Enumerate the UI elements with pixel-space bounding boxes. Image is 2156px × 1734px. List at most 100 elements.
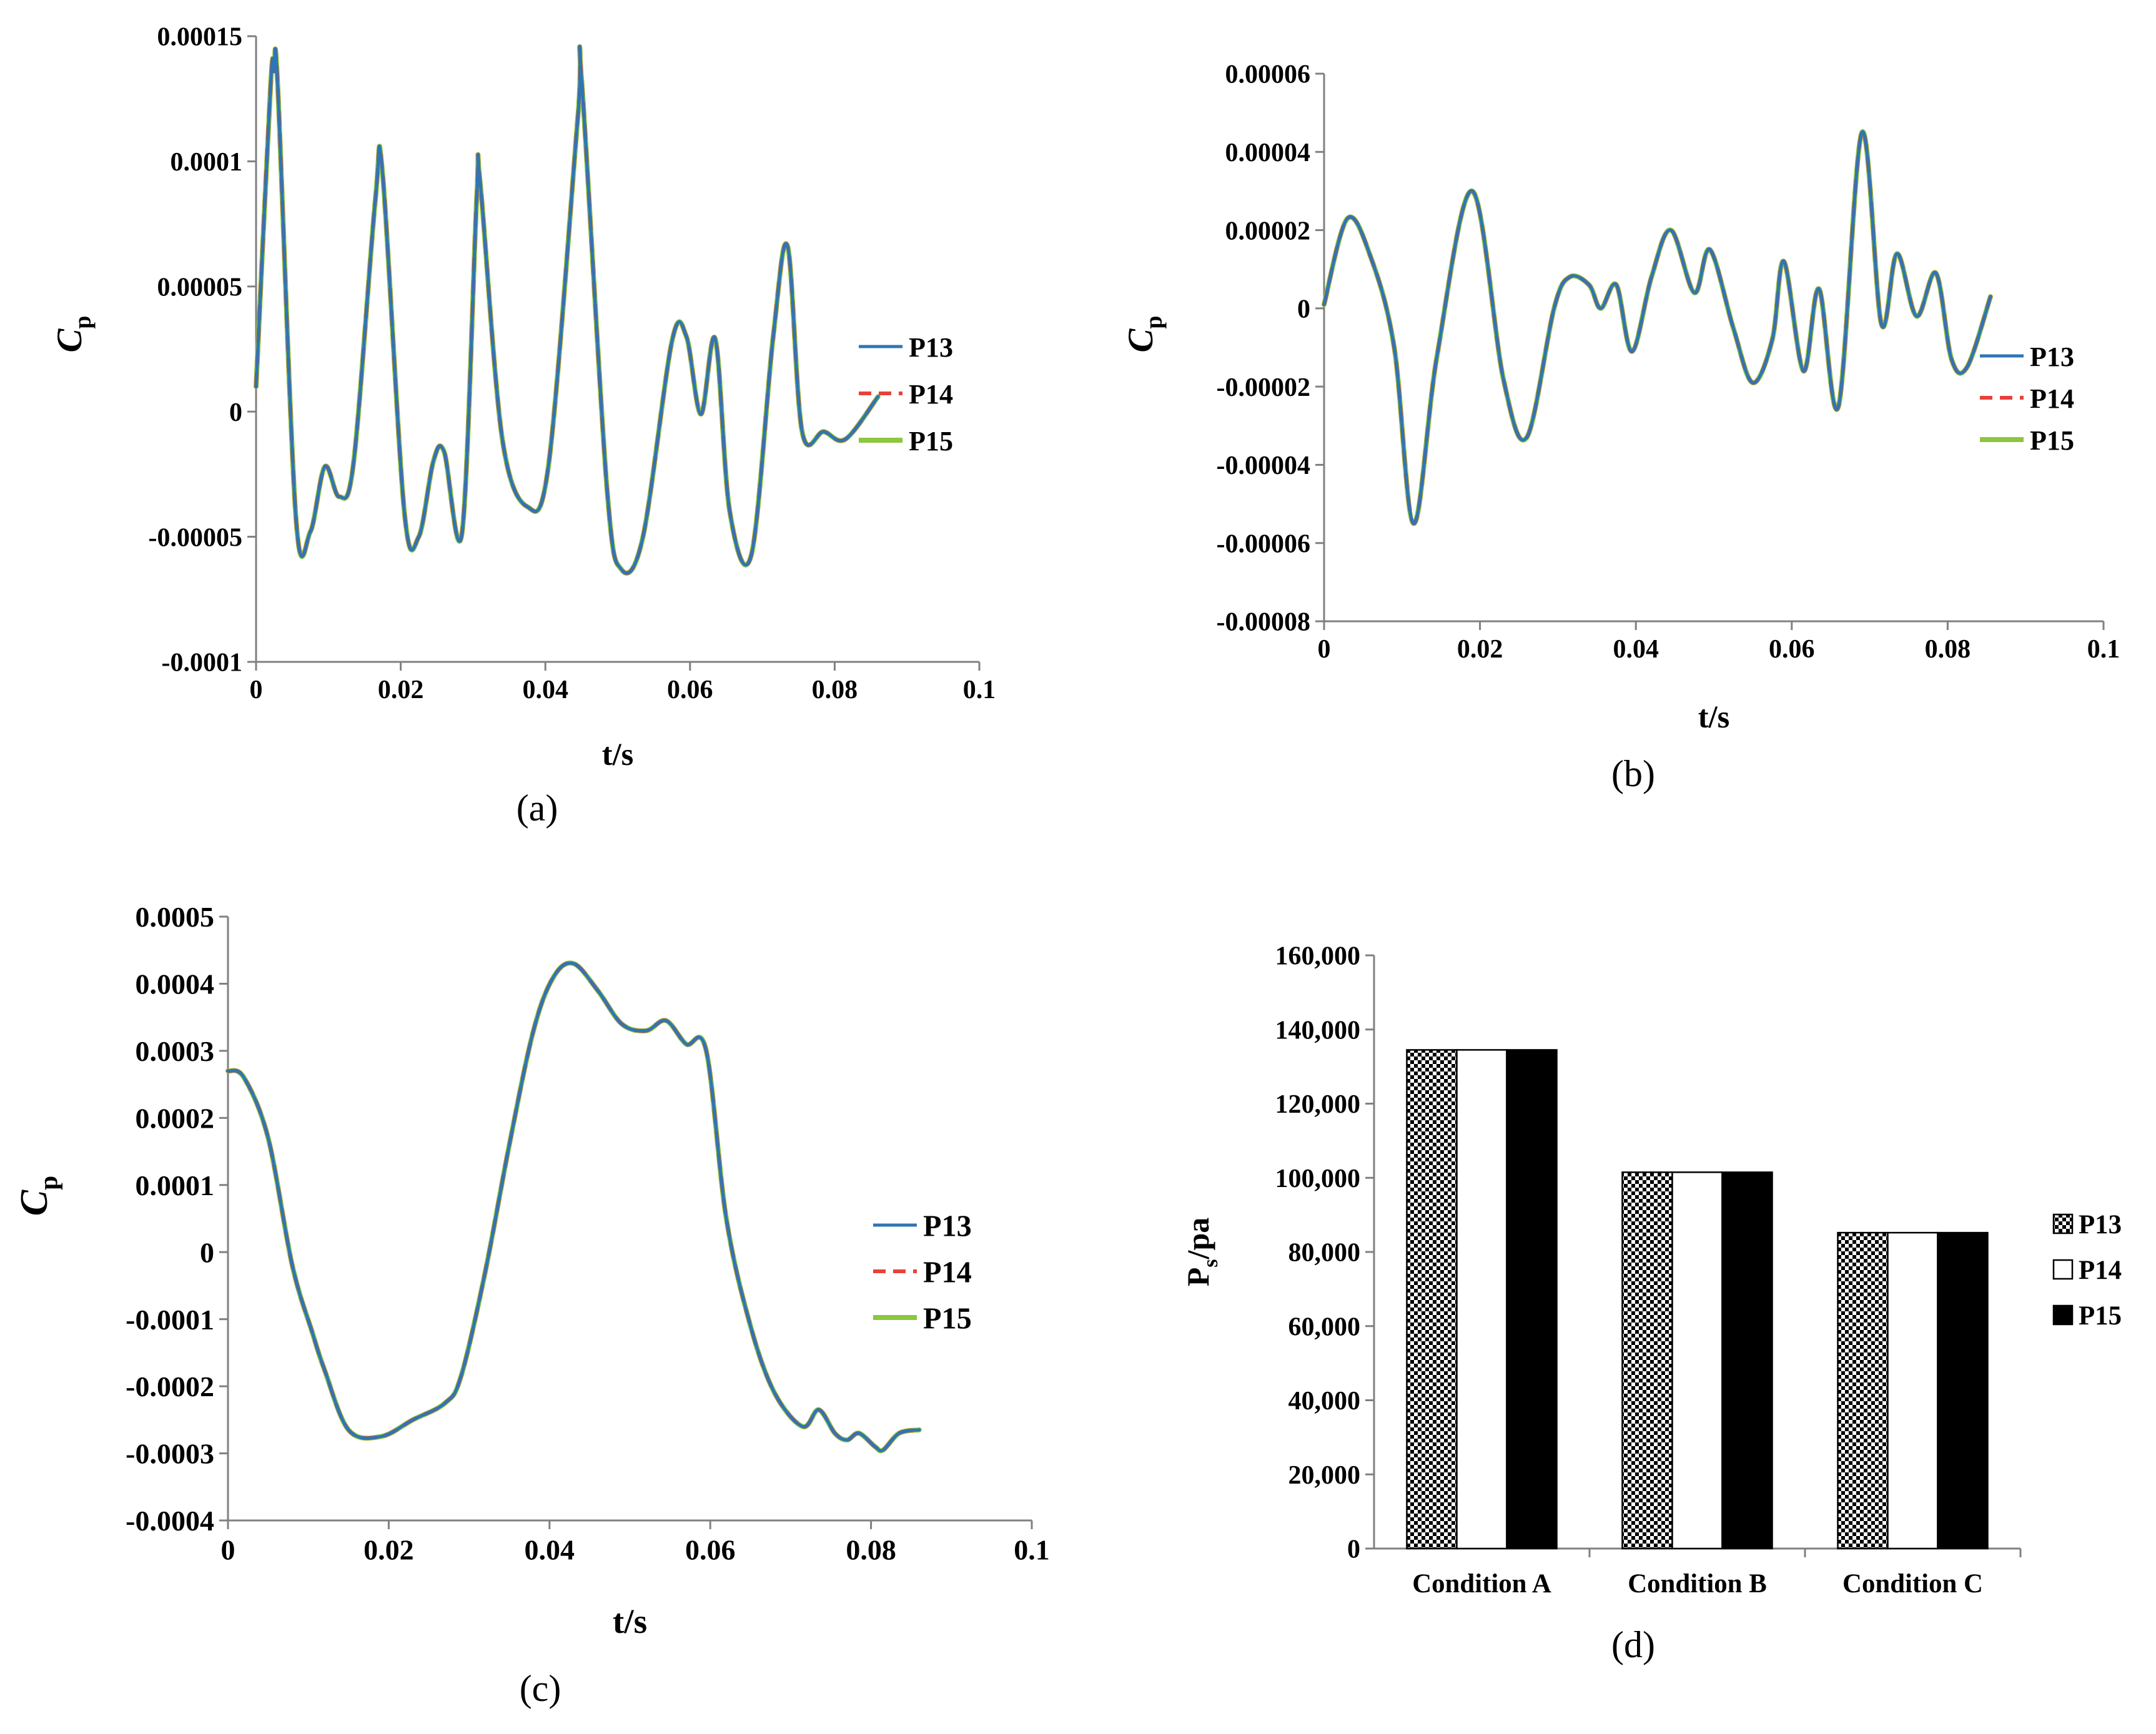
y-axis-label: Cp xyxy=(13,1176,62,1216)
bar-p15-1 xyxy=(1721,1171,1773,1550)
legend-label-p15: P15 xyxy=(2079,1301,2122,1331)
legend-swatch-p13 xyxy=(2052,1213,2074,1234)
y-tick-label: 140,000 xyxy=(1275,1016,1361,1045)
y-tick-label: 0.0004 xyxy=(136,968,215,1000)
x-tick-label: 0.02 xyxy=(378,676,424,704)
legend-label-p13: P13 xyxy=(923,1209,972,1243)
x-axis-label: t/s xyxy=(1698,699,1729,734)
y-tick-label: 0.0005 xyxy=(136,901,215,933)
y-tick-label: 120,000 xyxy=(1275,1090,1361,1119)
y-tick-label: 100,000 xyxy=(1275,1165,1361,1193)
y-axis-label-sub: s xyxy=(1199,1259,1222,1267)
y-tick-label: 0 xyxy=(1297,295,1310,324)
y-tick-label: 0.0001 xyxy=(171,148,243,177)
x-tick-label: 0.1 xyxy=(2087,635,2120,664)
y-axis-label: Cp xyxy=(1121,316,1167,353)
chart-b: -0.00008 -0.00006 -0.00004 -0.00002 0 0.00002… xyxy=(1074,0,2156,805)
bar-p15-0 xyxy=(1506,1049,1558,1550)
x-tick-label: 0 xyxy=(250,676,263,704)
legend-swatch-p15 xyxy=(2052,1304,2074,1326)
y-axis-label-main: C xyxy=(1121,328,1160,352)
y-tick-label: 0.0002 xyxy=(136,1102,215,1134)
series-line-p15 xyxy=(225,960,922,1454)
y-tick-label: -0.00008 xyxy=(1217,608,1311,637)
legend-label-p13: P13 xyxy=(2030,342,2074,372)
bar-p13-2 xyxy=(1837,1231,1889,1550)
legend-label-p14: P14 xyxy=(923,1256,972,1289)
y-axis-label-main: C xyxy=(13,1190,56,1216)
y-axis-label-main: C xyxy=(50,328,89,352)
legend-label-p15: P15 xyxy=(2030,425,2074,456)
chart-b-svg: -0.00008 -0.00006 -0.00004 -0.00002 0 0.00002… xyxy=(1121,61,2120,734)
legend-label-p13: P13 xyxy=(909,332,953,363)
x-category-label: Condition B xyxy=(1628,1569,1767,1599)
caption-b: (b) xyxy=(1571,752,1696,796)
x-tick-label: 0.08 xyxy=(846,1534,896,1565)
y-tick-label: -0.00004 xyxy=(1217,451,1311,480)
series-line-p13 xyxy=(226,961,921,1452)
bar-p13-1 xyxy=(1621,1171,1673,1550)
chart-d-svg: 0 20,000 40,000 60,000 80,000 100,000 120,000 1… xyxy=(1180,942,2122,1599)
caption-b-text: (b) xyxy=(1611,753,1655,794)
bar-p14-1 xyxy=(1671,1171,1723,1550)
legend-label-p14: P14 xyxy=(909,379,953,410)
x-tick-label: 0.02 xyxy=(1457,635,1503,664)
y-tick-label: 60,000 xyxy=(1288,1313,1361,1341)
caption-c: (c) xyxy=(478,1667,603,1710)
caption-a-text: (a) xyxy=(516,787,558,829)
caption-d: (d) xyxy=(1571,1623,1696,1667)
x-tick-label: 0.1 xyxy=(1014,1534,1050,1565)
legend-label-p14: P14 xyxy=(2030,383,2074,414)
y-tick-label: -0.0001 xyxy=(126,1304,214,1336)
x-tick-label: 0.04 xyxy=(1613,635,1659,664)
y-tick-label: 0 xyxy=(229,398,242,427)
y-tick-label: 0 xyxy=(200,1236,214,1268)
y-axis-label-sub: p xyxy=(34,1176,62,1190)
y-tick-label: 80,000 xyxy=(1288,1239,1361,1268)
chart-a: -0.0001 -0.00005 0 0.00005 0.0001 0.00015 0 0.0… xyxy=(0,0,1074,805)
bar-p14-0 xyxy=(1456,1049,1508,1550)
y-axis-label: Cp xyxy=(50,316,96,353)
y-tick-label: 0.00015 xyxy=(157,23,243,52)
bar-p14-2 xyxy=(1887,1231,1939,1550)
y-tick-label: 160,000 xyxy=(1275,942,1361,971)
x-tick-label: 0.06 xyxy=(685,1534,736,1565)
bar-p15-2 xyxy=(1937,1231,1989,1550)
chart-d: 0 20,000 40,000 60,000 80,000 100,000 120,000 1… xyxy=(1099,862,2156,1686)
y-tick-label: 0 xyxy=(1347,1535,1360,1564)
series-line-p13 xyxy=(254,45,880,575)
y-tick-label: -0.0003 xyxy=(126,1438,214,1470)
chart-a-svg: -0.0001 -0.00005 0 0.00005 0.0001 0.00015 0 0.0… xyxy=(50,23,996,772)
y-tick-label: -0.00005 xyxy=(149,523,243,552)
y-axis-label-suffix: /pa xyxy=(1180,1218,1215,1260)
y-tick-label: -0.0001 xyxy=(162,649,243,677)
y-tick-label: -0.00006 xyxy=(1217,530,1311,558)
series-line-p13 xyxy=(1322,130,1992,525)
y-tick-label: -0.0004 xyxy=(126,1505,214,1537)
y-axis-label: Ps/pa xyxy=(1180,1218,1222,1286)
x-tick-label: 0 xyxy=(221,1534,235,1565)
legend-swatch-p14 xyxy=(2052,1259,2074,1280)
y-tick-label: 0.00005 xyxy=(157,273,243,302)
x-tick-label: 0.08 xyxy=(812,676,858,704)
y-tick-label: 0.0001 xyxy=(136,1170,215,1201)
y-tick-label: 0.0003 xyxy=(136,1035,215,1067)
y-axis-label-main: P xyxy=(1180,1268,1215,1287)
legend-label-p15: P15 xyxy=(909,426,953,456)
x-tick-label: 0.06 xyxy=(1769,635,1815,664)
y-tick-label: 0.00002 xyxy=(1225,217,1311,245)
series-line-p14 xyxy=(226,961,921,1453)
chart-c-svg: -0.0004 -0.0003 -0.0002 -0.0001 0 0.0001 0.000… xyxy=(13,901,1050,1640)
y-axis-label-sub: p xyxy=(70,316,96,329)
legend-label-p14: P14 xyxy=(2079,1256,2122,1285)
legend-label-p15: P15 xyxy=(923,1302,972,1335)
x-tick-label: 0.02 xyxy=(363,1534,414,1565)
y-tick-label: -0.00002 xyxy=(1217,373,1311,402)
x-category-label: Condition C xyxy=(1842,1569,1983,1599)
x-category-label: Condition A xyxy=(1412,1569,1551,1599)
x-tick-label: 0.04 xyxy=(522,676,568,704)
caption-a: (a) xyxy=(475,787,600,830)
x-axis-label: t/s xyxy=(613,1602,647,1640)
bar-p13-0 xyxy=(1406,1049,1458,1550)
x-axis-label: t/s xyxy=(602,737,633,772)
